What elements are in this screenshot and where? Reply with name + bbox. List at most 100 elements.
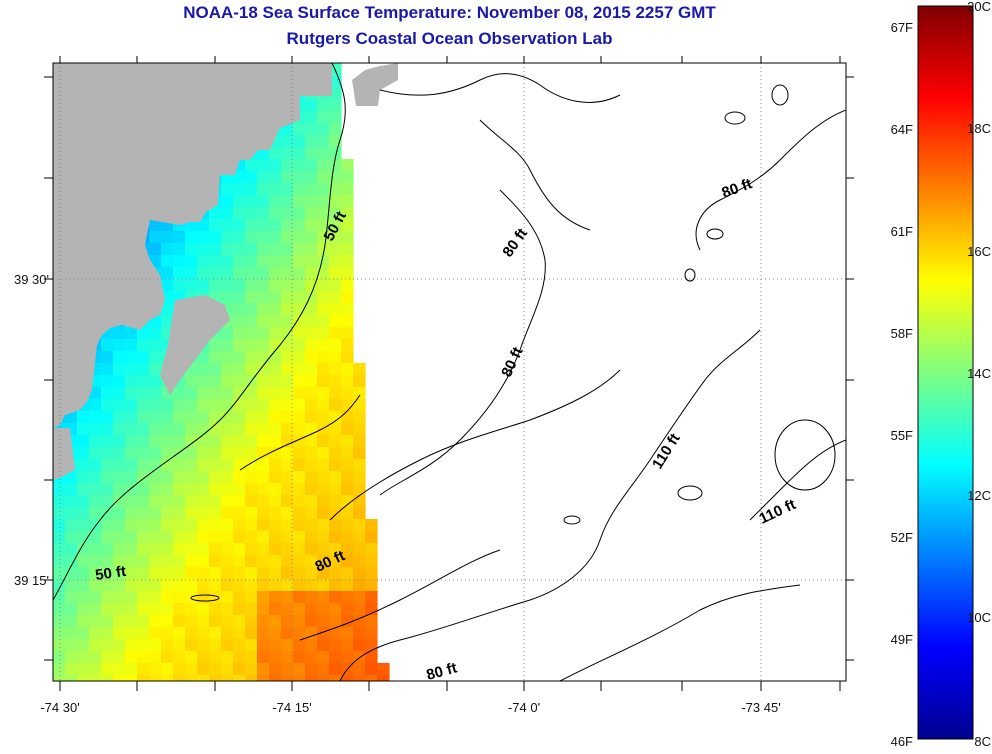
sst-pixel — [221, 243, 234, 256]
sst-pixel — [185, 531, 198, 544]
sst-pixel — [365, 591, 378, 604]
sst-pixel — [113, 375, 126, 388]
sst-pixel — [77, 471, 90, 484]
sst-pixel — [281, 411, 294, 424]
sst-pixel — [317, 615, 330, 628]
sst-pixel — [233, 519, 246, 532]
sst-pixel — [257, 663, 270, 676]
sst-pixel — [101, 567, 114, 580]
sst-pixel — [161, 663, 174, 676]
sst-pixel — [77, 615, 90, 628]
sst-pixel — [65, 579, 78, 592]
sst-pixel — [269, 255, 282, 268]
sst-pixel — [305, 99, 318, 112]
sst-pixel — [113, 459, 126, 472]
sst-pixel — [125, 495, 138, 508]
sst-pixel — [65, 495, 78, 508]
sst-pixel — [65, 675, 78, 681]
sst-pixel — [89, 507, 102, 520]
sst-pixel — [197, 255, 210, 268]
sst-pixel — [125, 507, 138, 520]
sst-pixel — [329, 147, 342, 160]
sst-pixel — [305, 135, 318, 148]
sst-pixel — [185, 639, 198, 652]
sst-pixel — [341, 375, 354, 388]
sst-pixel — [185, 507, 198, 520]
sst-pixel — [209, 567, 222, 580]
sst-pixel — [113, 531, 126, 544]
sst-pixel — [197, 435, 210, 448]
sst-pixel — [293, 387, 306, 400]
sst-pixel — [221, 279, 234, 292]
sst-pixel — [233, 171, 246, 184]
sst-pixel — [245, 627, 258, 640]
sst-pixel — [209, 663, 222, 676]
sst-pixel — [233, 603, 246, 616]
sst-pixel — [341, 303, 354, 316]
colorbar-f-label: 52F — [891, 530, 913, 545]
sst-pixel — [161, 411, 174, 424]
sst-pixel — [269, 567, 282, 580]
sst-pixel — [197, 447, 210, 460]
sst-pixel — [257, 183, 270, 196]
sst-pixel — [341, 195, 354, 208]
sst-pixel — [89, 447, 102, 460]
sst-pixel — [317, 579, 330, 592]
sst-pixel — [353, 423, 366, 436]
sst-pixel — [305, 639, 318, 652]
sst-pixel — [65, 483, 78, 496]
sst-pixel — [125, 651, 138, 664]
sst-pixel — [161, 279, 174, 292]
sst-pixel — [257, 303, 270, 316]
sst-pixel — [197, 399, 210, 412]
sst-pixel — [77, 675, 90, 681]
sst-pixel — [209, 279, 222, 292]
sst-pixel — [341, 351, 354, 364]
sst-pixel — [269, 543, 282, 556]
sst-pixel — [221, 351, 234, 364]
sst-pixel — [77, 531, 90, 544]
sst-pixel — [329, 399, 342, 412]
sst-pixel — [317, 123, 330, 136]
sst-pixel — [245, 339, 258, 352]
contour-label-50ft: 50 ft — [94, 563, 127, 584]
sst-pixel — [257, 519, 270, 532]
sst-pixel — [101, 675, 114, 681]
sst-pixel — [341, 243, 354, 256]
sst-pixel — [341, 447, 354, 460]
sst-pixel — [161, 579, 174, 592]
sst-pixel — [101, 531, 114, 544]
sst-pixel — [341, 399, 354, 412]
sst-pixel — [293, 651, 306, 664]
sst-pixel — [137, 651, 150, 664]
sst-pixel — [209, 435, 222, 448]
sst-pixel — [341, 651, 354, 664]
sst-pixel — [293, 639, 306, 652]
sst-pixel — [101, 363, 114, 376]
sst-pixel — [281, 675, 294, 681]
sst-pixel — [341, 267, 354, 280]
sst-pixel — [341, 279, 354, 292]
sst-pixel — [293, 495, 306, 508]
sst-pixel — [149, 411, 162, 424]
sst-pixel — [197, 627, 210, 640]
sst-pixel — [317, 183, 330, 196]
sst-pixel — [233, 255, 246, 268]
sst-pixel — [245, 615, 258, 628]
sst-pixel — [245, 495, 258, 508]
sst-pixel — [293, 447, 306, 460]
land-mass — [53, 63, 332, 428]
sst-pixel — [353, 555, 366, 568]
sst-pixel — [101, 483, 114, 496]
sst-pixel — [329, 375, 342, 388]
sst-pixel — [125, 447, 138, 460]
sst-pixel — [257, 651, 270, 664]
sst-pixel — [233, 495, 246, 508]
sst-pixel — [209, 411, 222, 424]
sst-pixel — [197, 567, 210, 580]
sst-pixel — [77, 411, 90, 424]
x-tick-label: -74 15' — [272, 700, 311, 715]
sst-pixel — [185, 435, 198, 448]
sst-pixel — [233, 387, 246, 400]
sst-pixel — [101, 351, 114, 364]
